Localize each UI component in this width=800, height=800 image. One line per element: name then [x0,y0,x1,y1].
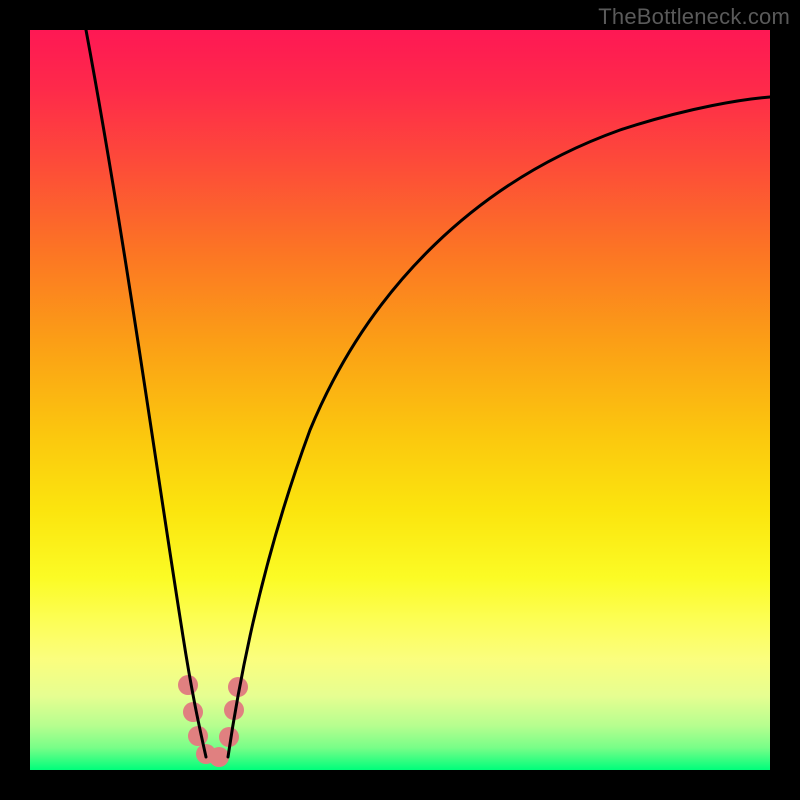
curves-layer [30,30,770,770]
left-curve [86,30,206,757]
valley-dot [209,747,229,767]
plot-area [30,30,770,770]
valley-dot [178,675,198,695]
valley-dot [188,726,208,746]
valley-dot [183,702,203,722]
valley-marks [178,675,248,767]
chart-frame: TheBottleneck.com [0,0,800,800]
watermark-text: TheBottleneck.com [598,4,790,30]
right-curve [228,97,770,757]
